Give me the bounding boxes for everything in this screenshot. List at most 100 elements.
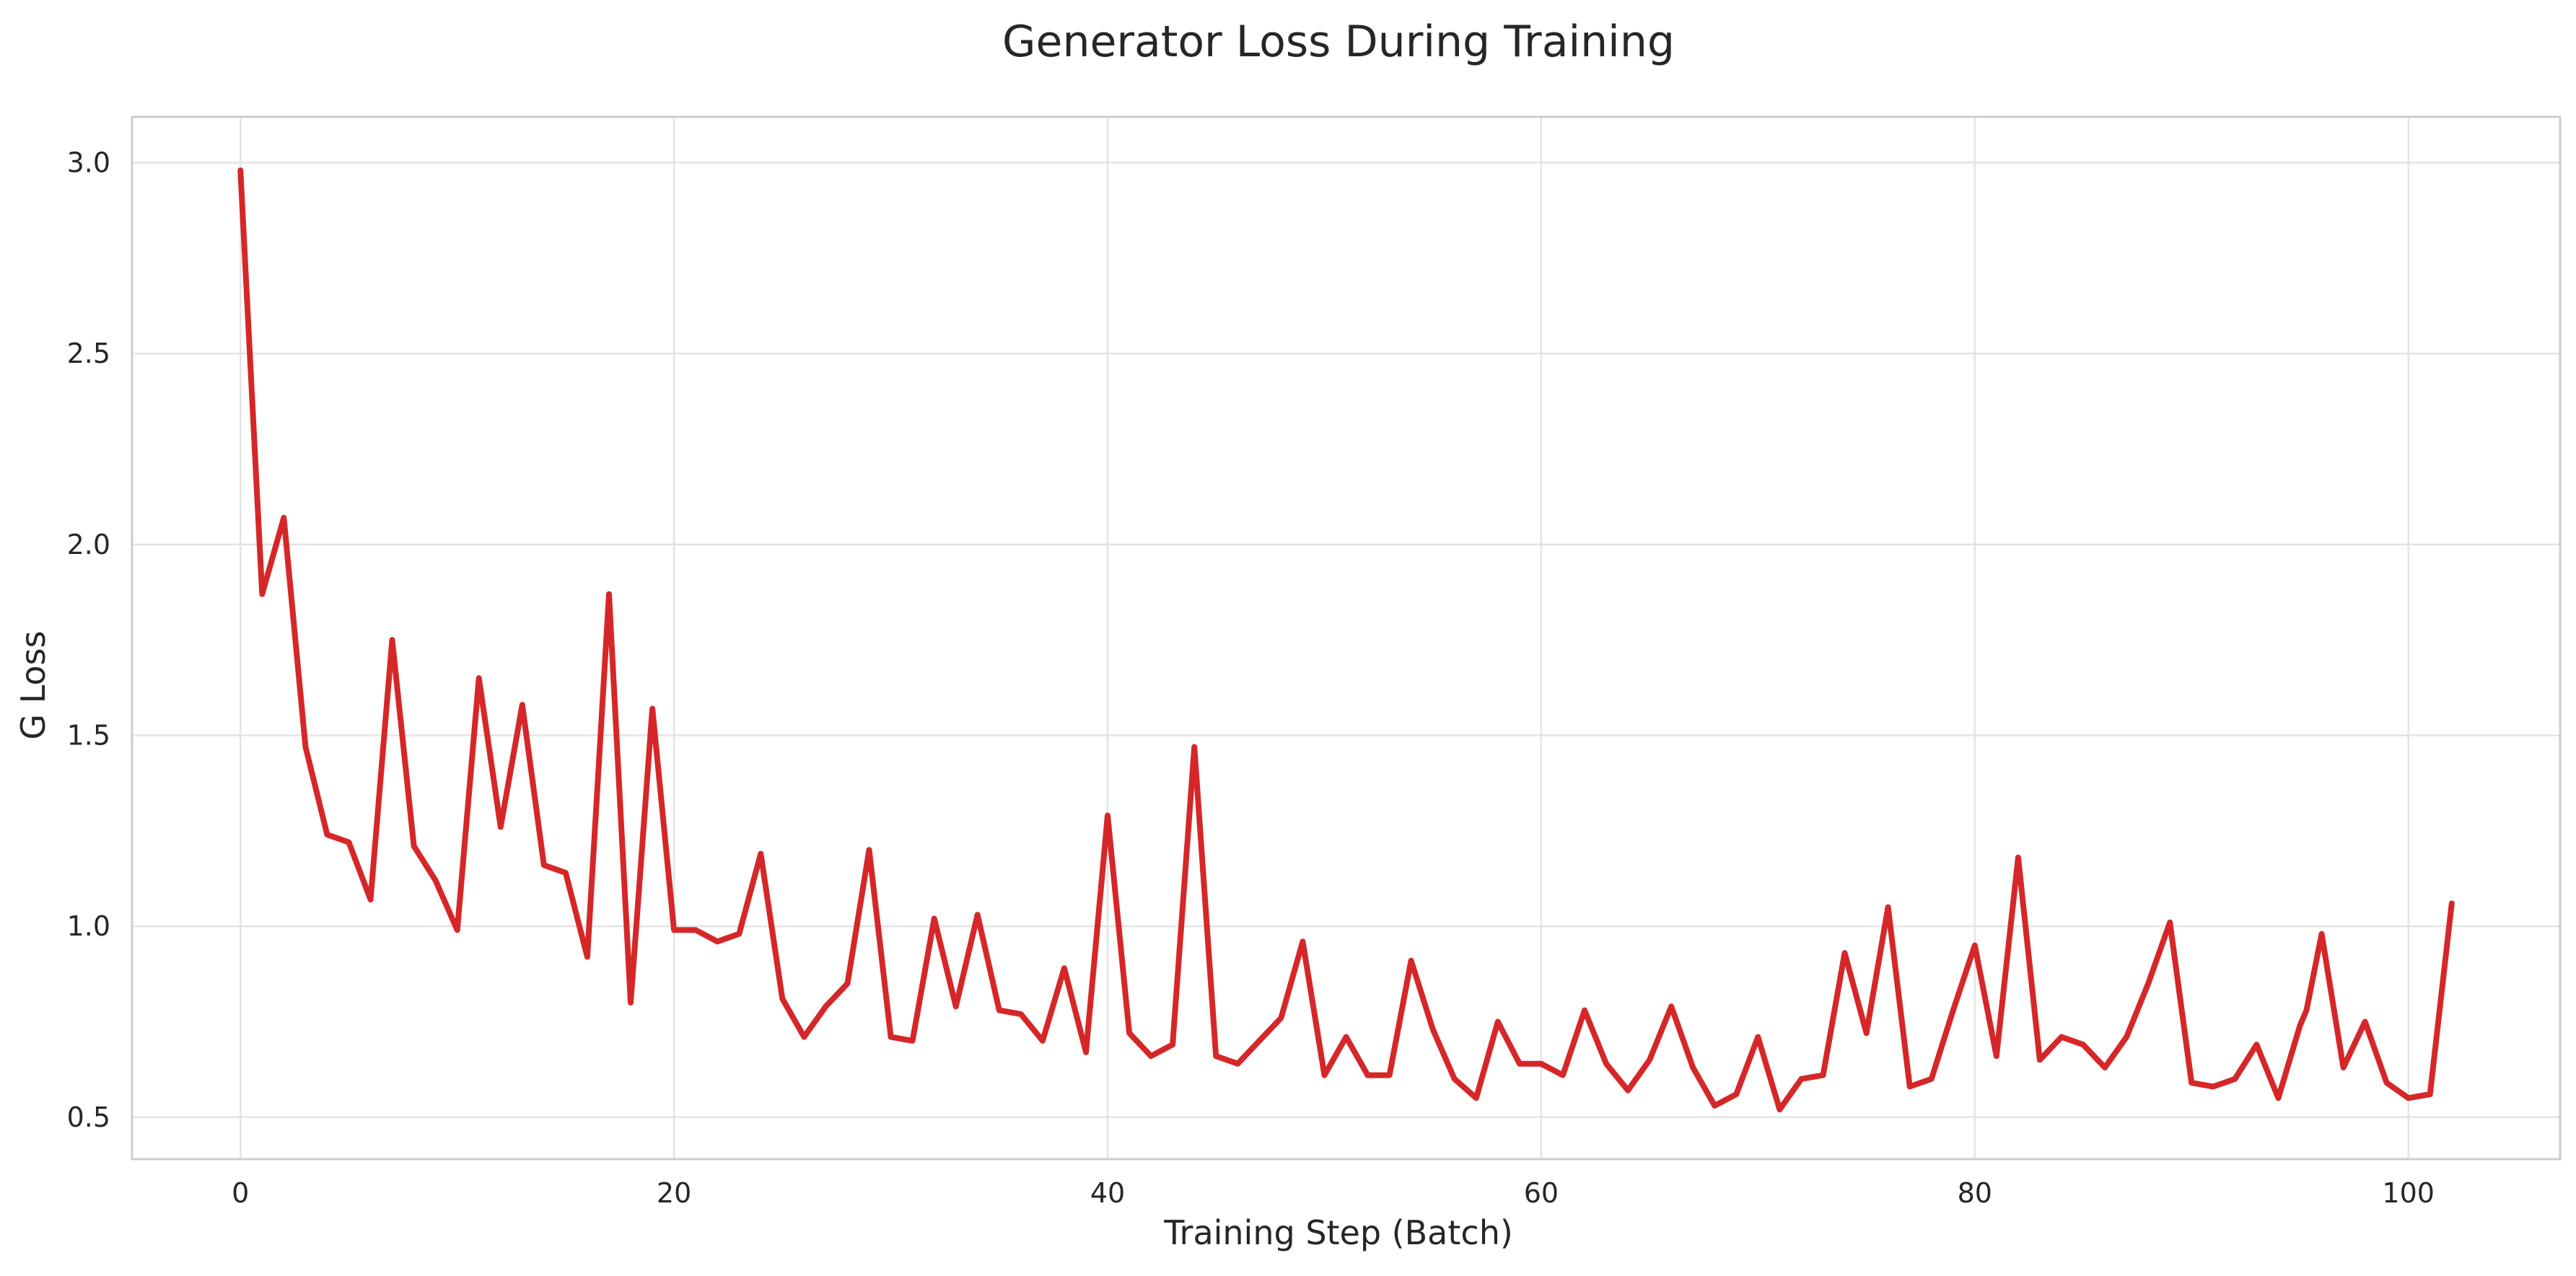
grid-lines	[132, 117, 2560, 1159]
series-layer	[237, 167, 2455, 1113]
loss-data-point	[2362, 1019, 2368, 1024]
loss-data-point	[693, 927, 698, 933]
loss-data-point	[498, 824, 504, 830]
loss-data-point	[1105, 813, 1110, 819]
loss-data-point	[1430, 1026, 1436, 1032]
loss-data-point	[1517, 1061, 1523, 1067]
loss-data-point	[1148, 1053, 1154, 1059]
loss-data-point	[2384, 1080, 2390, 1086]
loss-data-point	[368, 897, 373, 902]
loss-data-point	[2145, 981, 2151, 986]
loss-data-point	[1994, 1053, 1999, 1059]
loss-data-point	[1452, 1076, 1458, 1082]
loss-data-point	[758, 851, 763, 857]
loss-data-point	[1777, 1106, 1782, 1112]
loss-data-point	[1213, 1053, 1219, 1059]
loss-data-point	[2037, 1057, 2043, 1062]
loss-data-point	[302, 744, 308, 749]
loss-data-point	[845, 981, 850, 986]
loss-data-point	[324, 832, 330, 837]
loss-data-point	[953, 1003, 959, 1009]
loss-data-point	[1885, 905, 1891, 910]
loss-data-point	[2275, 1095, 2281, 1101]
loss-data-point	[2015, 855, 2021, 861]
loss-data-point	[2297, 1023, 2303, 1029]
loss-data-point	[1322, 1073, 1327, 1078]
loss-data-point	[1126, 1030, 1132, 1036]
loss-data-point	[1018, 1011, 1024, 1017]
loss-data-point	[1668, 1003, 1674, 1009]
loss-data-point	[1690, 1065, 1696, 1070]
loss-data-point	[2189, 1080, 2194, 1086]
loss-data-point	[1191, 744, 1197, 749]
y-tick-label: 3.0	[67, 147, 110, 179]
x-tick-label: 80	[1958, 1177, 1992, 1209]
loss-data-point	[2449, 900, 2455, 906]
loss-data-point	[259, 591, 265, 597]
loss-data-point	[1170, 1042, 1175, 1047]
loss-data-point	[1582, 1008, 1587, 1013]
loss-data-point	[606, 591, 612, 597]
loss-data-point	[1473, 1095, 1479, 1101]
loss-data-point	[237, 167, 243, 173]
loss-data-point	[1560, 1073, 1566, 1078]
loss-data-point	[736, 931, 742, 937]
loss-data-point	[1625, 1088, 1631, 1094]
loss-data-point	[2124, 1034, 2129, 1040]
y-tick-label: 2.0	[67, 529, 110, 560]
loss-data-point	[1040, 1038, 1046, 1044]
loss-data-point	[1929, 1076, 1935, 1082]
x-tick-label: 20	[657, 1177, 691, 1209]
loss-data-point	[411, 843, 417, 849]
x-tick-label: 100	[2382, 1177, 2435, 1209]
plot-frame	[131, 115, 2562, 1161]
loss-series-line	[237, 167, 2455, 1113]
loss-data-point	[390, 637, 395, 643]
loss-data-point	[2102, 1065, 2108, 1070]
loss-data-point	[649, 705, 655, 711]
loss-data-point	[2059, 1034, 2064, 1040]
loss-data-point	[2319, 931, 2324, 937]
loss-data-point	[2341, 1065, 2347, 1070]
loss-data-point	[476, 675, 482, 681]
loss-data-point	[2253, 1042, 2259, 1047]
loss-data-point	[1365, 1073, 1370, 1078]
loss-data-point	[779, 996, 785, 1002]
loss-data-point	[433, 878, 439, 884]
chart-title: Generator Loss During Training	[1002, 17, 1675, 67]
loss-data-point	[455, 927, 460, 933]
loss-data-point	[823, 1003, 828, 1009]
loss-data-point	[2232, 1076, 2238, 1082]
loss-data-point	[1712, 1103, 1717, 1109]
loss-data-point	[910, 1038, 916, 1044]
loss-data-point	[1278, 1015, 1284, 1021]
axis-ticks: 0 20 40 60 80 100 0.5 1.0 1.5 2.0 2.5 3.0	[67, 147, 2435, 1209]
loss-data-point	[584, 954, 590, 959]
loss-data-point	[346, 840, 351, 845]
loss-data-point	[1950, 1008, 1956, 1013]
loss-data-point	[2080, 1042, 2086, 1047]
loss-data-point	[2304, 1008, 2309, 1013]
loss-data-point	[1647, 1057, 1652, 1062]
loss-data-point	[1061, 965, 1067, 971]
y-tick-label: 0.5	[67, 1101, 110, 1133]
loss-data-point	[281, 515, 286, 521]
loss-data-point	[628, 1000, 634, 1006]
loss-data-point	[1538, 1061, 1544, 1067]
y-axis-label: G Loss	[14, 630, 53, 739]
loss-data-point	[1256, 1038, 1262, 1044]
loss-data-point	[1409, 958, 1414, 964]
x-tick-label: 0	[232, 1177, 249, 1209]
loss-data-point	[975, 912, 981, 918]
loss-data-point	[932, 916, 937, 921]
loss-data-point	[2167, 920, 2173, 925]
loss-data-point	[520, 702, 525, 708]
loss-data-point	[1842, 950, 1847, 956]
loss-data-point	[1864, 1030, 1870, 1036]
loss-data-point	[996, 1008, 1002, 1013]
loss-data-point	[867, 847, 872, 853]
loss-data-point	[2406, 1095, 2411, 1101]
loss-data-point	[1300, 938, 1305, 944]
loss-data-point	[2427, 1091, 2433, 1097]
